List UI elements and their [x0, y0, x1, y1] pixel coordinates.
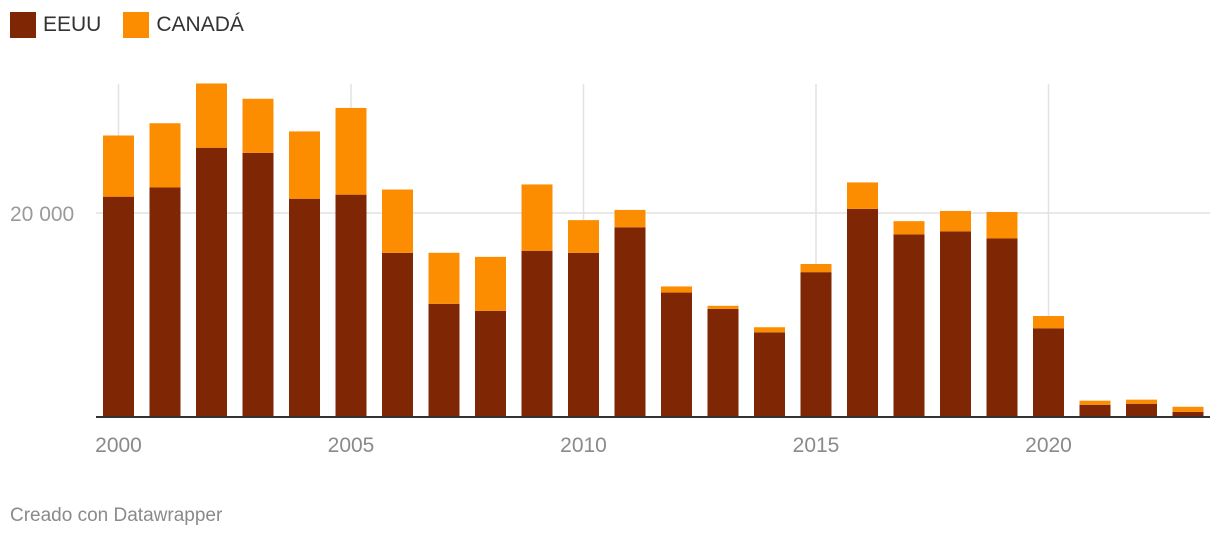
- bar-canada-2023: [1172, 406, 1204, 412]
- x-tick-label-2000: 2000: [95, 434, 142, 457]
- credit-footer: Creado con Datawrapper: [10, 505, 223, 526]
- bar-canada-2010: [568, 220, 599, 253]
- bar-eeuu-2021: [1079, 404, 1111, 417]
- bar-eeuu-2008: [475, 310, 506, 417]
- bar-eeuu-2005: [335, 194, 367, 417]
- bar-eeuu-2002: [196, 147, 227, 417]
- bar-canada-2014: [754, 327, 785, 333]
- legend-swatch-canada: [123, 12, 150, 38]
- bar-canada-2015: [800, 264, 832, 273]
- bar-canada-2016: [847, 182, 878, 209]
- legend-label-canada: CANADÁ: [156, 13, 244, 36]
- legend-item-eeuu: EEUU: [10, 12, 101, 38]
- bar-canada-2012: [661, 286, 692, 293]
- legend-swatch-eeuu: [10, 12, 36, 38]
- bar-eeuu-2000: [103, 196, 134, 417]
- bar-eeuu-2017: [893, 234, 925, 417]
- bar-canada-2009: [521, 184, 553, 251]
- bar-eeuu-2009: [521, 250, 553, 417]
- bar-canada-2018: [940, 210, 971, 232]
- bar-canada-2011: [614, 209, 646, 228]
- bar-canada-2008: [475, 256, 506, 311]
- bar-eeuu-2006: [382, 252, 413, 417]
- bar-eeuu-2018: [940, 231, 971, 417]
- bar-eeuu-2010: [568, 252, 599, 417]
- bar-canada-2006: [382, 189, 413, 253]
- bar-eeuu-2020: [1033, 328, 1064, 417]
- x-tick-label-2010: 2010: [560, 434, 607, 457]
- bar-canada-2017: [893, 221, 925, 235]
- bar-canada-2002: [196, 83, 227, 148]
- x-tick-label-2015: 2015: [793, 434, 840, 457]
- bar-canada-2003: [242, 98, 274, 153]
- bar-eeuu-2003: [242, 152, 274, 417]
- bar-canada-2004: [289, 131, 320, 199]
- bar-canada-2013: [707, 305, 739, 309]
- bar-eeuu-2015: [800, 272, 832, 417]
- bar-canada-2001: [149, 123, 181, 188]
- bar-eeuu-2013: [707, 308, 739, 417]
- bar-eeuu-2022: [1126, 403, 1157, 417]
- legend: EEUU CANADÁ: [10, 12, 266, 38]
- legend-item-canada: CANADÁ: [123, 12, 244, 38]
- x-tick-label-2005: 2005: [328, 434, 375, 457]
- bar-canada-2020: [1033, 316, 1064, 329]
- bar-eeuu-2004: [289, 198, 320, 417]
- bar-eeuu-2001: [149, 187, 181, 417]
- bar-eeuu-2016: [847, 208, 878, 417]
- bar-canada-2019: [986, 211, 1018, 239]
- bar-canada-2000: [103, 135, 134, 197]
- bar-canada-2007: [428, 252, 460, 304]
- bar-canada-2005: [335, 107, 367, 195]
- bar-eeuu-2014: [754, 332, 785, 417]
- bar-eeuu-2007: [428, 303, 460, 417]
- bar-eeuu-2019: [986, 238, 1018, 417]
- x-tick-label-2020: 2020: [1025, 434, 1072, 457]
- y-tick-label: 20 000: [10, 203, 74, 226]
- bar-canada-2022: [1126, 399, 1157, 404]
- bar-eeuu-2012: [661, 292, 692, 417]
- bar-eeuu-2023: [1172, 411, 1204, 417]
- bar-canada-2021: [1079, 400, 1111, 405]
- bar-eeuu-2011: [614, 227, 646, 417]
- legend-label-eeuu: EEUU: [43, 13, 102, 36]
